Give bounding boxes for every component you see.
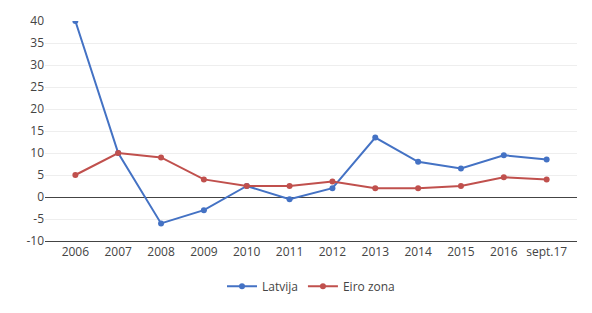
svg-text:40: 40 xyxy=(30,12,44,29)
svg-text:2013: 2013 xyxy=(362,243,390,260)
svg-text:20: 20 xyxy=(30,100,44,117)
svg-text:2011: 2011 xyxy=(276,243,303,260)
svg-text:2016: 2016 xyxy=(490,243,518,260)
svg-text:-10: -10 xyxy=(26,232,44,249)
svg-text:2010: 2010 xyxy=(233,243,261,260)
svg-text:30: 30 xyxy=(30,56,44,73)
svg-text:2009: 2009 xyxy=(190,243,218,260)
svg-text:2006: 2006 xyxy=(62,243,90,260)
svg-text:25: 25 xyxy=(30,78,44,95)
svg-text:2012: 2012 xyxy=(319,243,347,260)
svg-text:-5: -5 xyxy=(33,210,44,227)
svg-text:15: 15 xyxy=(30,122,44,139)
svg-text:Latvija: Latvija xyxy=(262,278,298,295)
svg-text:0: 0 xyxy=(37,188,44,205)
svg-text:sept.17: sept.17 xyxy=(526,243,567,260)
svg-text:2007: 2007 xyxy=(104,243,132,260)
svg-text:5: 5 xyxy=(37,166,44,183)
svg-text:2008: 2008 xyxy=(147,243,175,260)
svg-text:35: 35 xyxy=(30,34,44,51)
svg-text:2014: 2014 xyxy=(404,243,432,260)
svg-text:10: 10 xyxy=(30,144,44,161)
svg-text:2015: 2015 xyxy=(447,243,475,260)
svg-text:Eiro zona: Eiro zona xyxy=(343,278,395,295)
